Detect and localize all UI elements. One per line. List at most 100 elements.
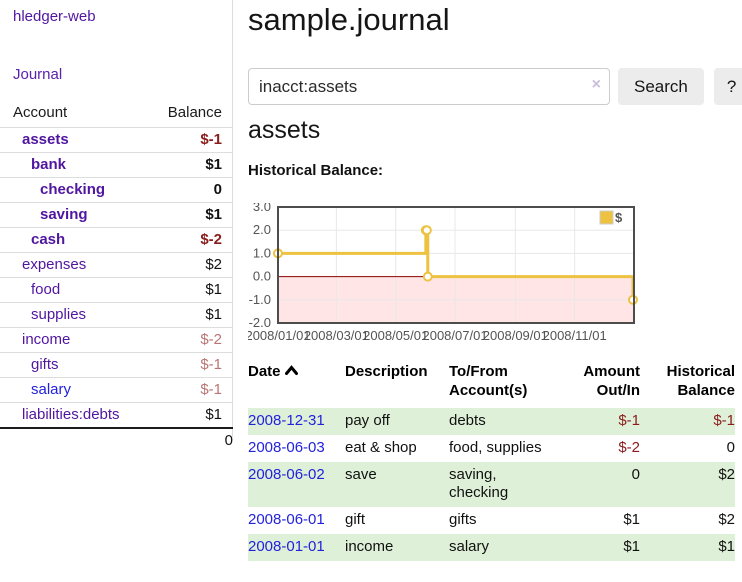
historical-balance-chart: $3.0 2.0 1.0 0.0 -1.0 -2.0 2008/01/01 2008/03/0… [245,199,678,349]
sidebar-account-balance: $-2 [150,327,233,353]
sidebar-account-link[interactable]: assets [22,131,69,148]
transaction-accounts: salary [449,534,555,561]
svg-text:2008/05/01: 2008/05/01 [363,328,428,343]
main-content: sample.journal × Search ? assets Histori… [245,0,742,582]
register-header-row: Date Description To/From Account(s) Amou… [248,360,735,408]
accounts-header-account: Account [13,104,68,121]
sidebar-account-link[interactable]: cash [31,231,66,248]
chart-title-label: Historical Balance: [248,162,384,179]
accounts-total-balance: 0 [150,427,233,453]
clear-search-icon[interactable]: × [591,76,601,93]
search-input[interactable] [248,68,610,105]
sort-ascending-icon [284,362,298,381]
search-form: × Search ? [248,68,742,105]
transaction-balance: $2 [640,462,735,507]
svg-text:2.0: 2.0 [253,222,271,237]
register-table: Date Description To/From Account(s) Amou… [248,360,735,561]
transaction-balance: $2 [718,511,735,528]
sidebar-account-link[interactable]: saving [40,206,88,223]
transaction-description: pay off [345,408,449,435]
transaction-row: 2008-12-31 pay off debts $-1 $-1 [248,408,735,435]
transaction-amount: $-1 [555,408,640,435]
svg-text:1.0: 1.0 [253,245,271,260]
svg-text:2008/03/01: 2008/03/01 [304,328,369,343]
sidebar-account-link[interactable]: salary [31,381,72,398]
sidebar-account-row: bank $1 [0,152,233,178]
transaction-date-link[interactable]: 2008-12-31 [248,412,325,429]
sidebar-account-link[interactable]: food [31,281,61,298]
sidebar-account-link[interactable]: supplies [31,306,87,323]
sidebar-account-balance: $1 [150,302,233,328]
transaction-amount: 0 [555,462,640,507]
sidebar-account-link[interactable]: income [22,331,71,348]
sidebar-account-balance: $2 [150,252,233,278]
sidebar-account-balance: $-1 [150,377,233,403]
transaction-accounts: debts [449,408,555,435]
register-col-amount[interactable]: Amount Out/In [583,363,640,399]
register-col-description[interactable]: Description [345,363,428,380]
register-col-accounts[interactable]: To/From Account(s) [449,363,528,399]
sidebar-account-row: assets $-1 [0,127,233,153]
transaction-description: income [345,534,449,561]
sidebar-account-balance: 0 [150,177,233,203]
register-col-balance[interactable]: Historical Balance [666,363,735,399]
transaction-balance: $1 [640,534,735,561]
svg-text:3.0: 3.0 [253,203,271,214]
transaction-date-link[interactable]: 2008-06-03 [248,439,325,456]
svg-text:$: $ [615,210,623,225]
accounts-total-row: 0 [0,427,233,453]
svg-text:-2.0: -2.0 [249,315,271,330]
help-button[interactable]: ? [713,68,742,105]
transaction-balance: 0 [726,439,735,456]
sidebar-account-row: salary $-1 [0,377,233,403]
search-box: × [248,68,610,105]
svg-text:2008/11/01: 2008/11/01 [543,328,607,343]
transaction-date-link[interactable]: 2008-01-01 [248,538,325,555]
transaction-row: 2008-06-01 gift gifts $1 $2 [248,507,735,534]
transaction-row: 2008-01-01 income salary $1 $1 [248,534,735,561]
transaction-accounts: gifts [449,511,477,528]
svg-text:-1.0: -1.0 [249,292,271,307]
sidebar-account-row: liabilities:debts $1 [0,402,233,428]
transaction-description: save [345,462,449,507]
transaction-amount: $1 [555,534,640,561]
transaction-accounts: food, supplies [449,439,542,456]
sidebar-account-link[interactable]: liabilities:debts [22,406,120,423]
sidebar-account-row: expenses $2 [0,252,233,278]
sidebar-account-row: supplies $1 [0,302,233,328]
account-heading: assets [248,116,321,144]
sidebar-account-link[interactable]: expenses [22,256,87,273]
transaction-balance: $-1 [640,408,735,435]
transaction-amount: $1 [623,511,640,528]
sidebar-account-balance: $1 [150,152,233,178]
sidebar-account-link[interactable]: bank [31,156,67,173]
svg-text:2008/09/01: 2008/09/01 [483,328,548,343]
sidebar-account-row: checking 0 [0,177,233,203]
brand-link[interactable]: hledger-web [13,8,96,25]
sidebar-account-link[interactable]: gifts [31,356,59,373]
sidebar-account-row: food $1 [0,277,233,303]
sidebar-account-balance: $-2 [150,227,233,253]
svg-text:2008/07/01: 2008/07/01 [422,328,487,343]
sidebar-account-link[interactable]: checking [40,181,106,198]
accounts-header-row: Account Balance [0,100,233,128]
sidebar-account-row: gifts $-1 [0,352,233,378]
transaction-row: 2008-06-02 save saving, checking 0 $2 [248,462,735,507]
accounts-table: Account Balance assets $-1 bank $1 checking 0… [0,100,233,453]
sidebar-account-balance: $-1 [150,352,233,378]
accounts-header-balance: Balance [167,104,222,121]
page-title: sample.journal [248,2,450,37]
transaction-date-link[interactable]: 2008-06-02 [248,466,325,483]
sidebar-item-journal[interactable]: Journal [13,66,63,83]
transaction-description: eat & shop [345,439,417,456]
register-col-date[interactable]: Date [248,360,345,408]
sidebar-account-balance: $-1 [150,127,233,153]
sidebar-account-balance: $1 [150,402,233,428]
sidebar: hledger-web Journal Account Balance asse… [0,0,233,453]
transaction-accounts: saving, checking [449,462,555,507]
transaction-date-link[interactable]: 2008-06-01 [248,511,325,528]
svg-text:0.0: 0.0 [253,269,271,284]
sidebar-account-row: saving $1 [0,202,233,228]
search-button[interactable]: Search [618,68,704,105]
